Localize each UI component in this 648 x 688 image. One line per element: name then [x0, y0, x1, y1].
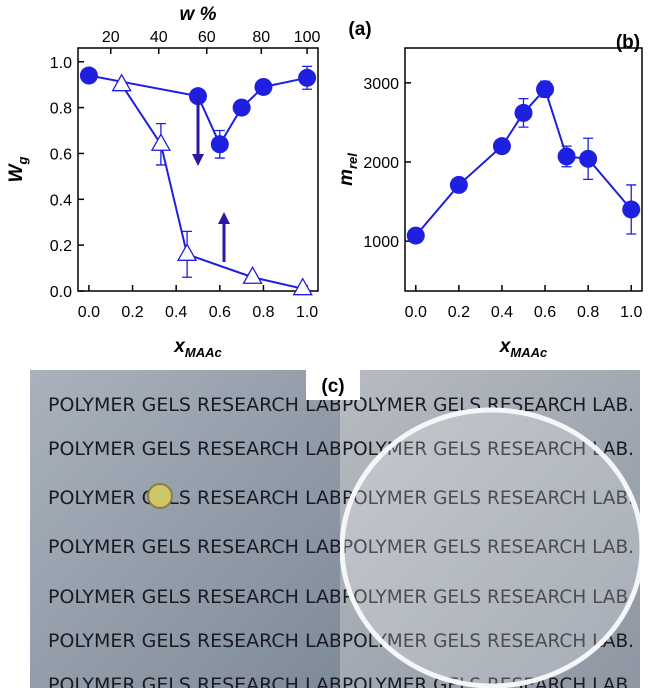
label-main: W [6, 162, 27, 182]
x-label: xMAAc [499, 336, 548, 360]
x-tick-label: 0.0 [405, 304, 427, 321]
panel: 0.0 0.2 0.4 0.6 0.8 1.0 1000 2000 3000 xMAAc mrel (… [336, 32, 643, 360]
x-tick-label: 0.2 [121, 304, 143, 321]
point [189, 87, 207, 106]
point [210, 135, 229, 154]
label-sub: MAAc [510, 345, 548, 360]
label-box [306, 370, 360, 400]
label-main: x [173, 336, 186, 357]
panel-label: (c) [321, 376, 344, 397]
x-label: xMAAc [173, 336, 222, 360]
x-tick-label: 0.8 [252, 304, 274, 321]
gel-small [147, 483, 173, 509]
series-line [120, 84, 303, 290]
photo-text: POLYMER GELS RESEARCH LAB. [342, 438, 634, 460]
point [449, 175, 468, 194]
point [557, 147, 576, 166]
photo-text: POLYMER GELS RESEARCH LAB. [342, 487, 634, 509]
x-tick-label: 1.0 [296, 304, 318, 321]
y-tick-label: 0.4 [50, 192, 72, 209]
photo-text: POLYMER GELS RESEARCH LAB. [48, 536, 348, 558]
point [79, 66, 98, 85]
x-tick-label: 0.6 [209, 304, 231, 321]
photo-left [30, 370, 340, 688]
x2-tick-label: 80 [252, 29, 270, 46]
left-text: POLYMER GELS RESEARCH LAB. POLYMER GELS R… [48, 394, 348, 688]
photo-text: POLYMER GELS RESEARCH LAB. [342, 536, 634, 558]
y-tick-label: 1000 [363, 234, 399, 251]
photo-text: POLYMER GELS RESEARCH LAB. [48, 438, 348, 460]
photo: POLYMER GELS RESEARCH LAB.POLYMER GELS R… [30, 370, 640, 688]
label-sub: g [15, 157, 30, 166]
y-label: mrel [336, 153, 360, 186]
y-tick-label: 0.0 [50, 284, 72, 301]
photo-text: POLYMER GELS RESEARCH LAB. [342, 394, 634, 416]
panel-label: (a) [348, 19, 371, 40]
right-text: POLYMER GELS RESEARCH LAB. POLYMER GELS R… [342, 394, 634, 688]
point [150, 132, 172, 151]
point [492, 137, 511, 156]
x-tick-label: 1.0 [620, 304, 642, 321]
photo-text: POLYMER GELS RESEARCH LAB. [48, 586, 348, 608]
x2-tick-label: 40 [150, 29, 168, 46]
point [536, 80, 555, 99]
photo-text: POLYMER GELS RESEARCH LAB. [48, 630, 348, 652]
photo-text: POLYMER GELS RESEARCH LAB. [342, 630, 634, 652]
x-tick-label: 0.4 [165, 304, 187, 321]
y-tick-label: 1.0 [50, 55, 72, 72]
point [111, 73, 132, 92]
x-tick-label: 0.8 [577, 304, 599, 321]
plot-frame [77, 47, 319, 292]
label-sub: MAAc [185, 345, 223, 360]
x-tick-label: 0.2 [448, 304, 470, 321]
gel-swollen [340, 407, 640, 688]
photo-text: POLYMER GELS RESEARCH LAB. [48, 487, 348, 509]
point [298, 68, 317, 87]
x2-tick-label: 100 [294, 29, 321, 46]
photo-right [340, 370, 640, 688]
point [514, 103, 533, 122]
photo-text: POLYMER GELS RESEARCH LAB. [48, 674, 348, 688]
photo-text: POLYMER GELS RESEARCH LAB. [48, 394, 348, 416]
point [176, 242, 198, 261]
label-sub: rel [345, 153, 360, 169]
photo-text: POLYMER GELS RESEARCH LAB. [342, 586, 634, 608]
y-label: Wg [6, 157, 30, 183]
x2-tick-label: 60 [198, 29, 216, 46]
charts: 0.0 0.2 0.4 0.6 0.8 1.0 0.0 0.2 0.4 0.6 0.8 1.0 20 40… [6, 4, 643, 360]
photo-text: POLYMER GELS RESEARCH LAB. [342, 674, 634, 688]
point [579, 149, 598, 168]
point [254, 77, 273, 96]
y-tick-label: 0.2 [50, 238, 72, 255]
panel: 0.0 0.2 0.4 0.6 0.8 1.0 0.0 0.2 0.4 0.6 0.8 1.0 20 40… [6, 4, 372, 360]
x-tick-label: 0.0 [78, 304, 100, 321]
label-main: m [336, 169, 357, 186]
point [242, 265, 263, 284]
point [622, 200, 641, 219]
x2-tick-label: 20 [102, 29, 120, 46]
point [232, 98, 251, 117]
panel-label: (b) [616, 32, 640, 53]
y-tick-label: 2000 [363, 155, 399, 172]
y-tick-label: 0.8 [50, 101, 72, 118]
label-main: x [499, 336, 512, 357]
plot-frame [404, 47, 643, 292]
y-tick-label: 0.6 [50, 146, 72, 163]
point [292, 277, 313, 296]
x2-label: w % [180, 4, 217, 25]
x-tick-label: 0.4 [491, 304, 513, 321]
point [406, 226, 425, 245]
y-tick-label: 3000 [363, 76, 399, 93]
x-tick-label: 0.6 [534, 304, 556, 321]
